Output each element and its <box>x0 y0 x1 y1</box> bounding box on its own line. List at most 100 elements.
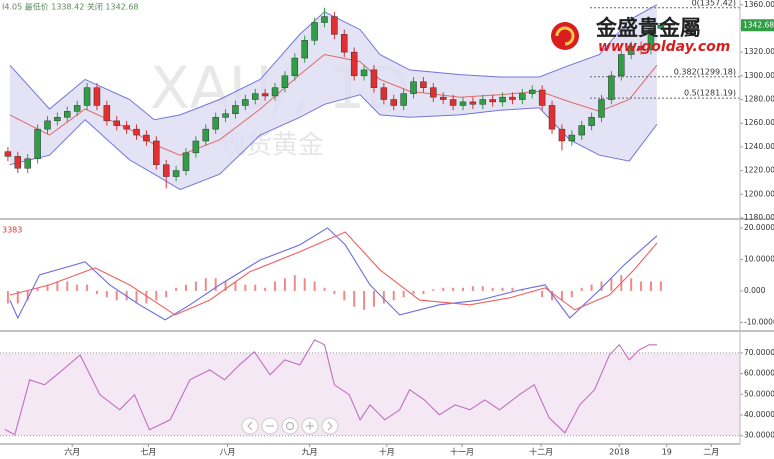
candle-body <box>311 22 318 41</box>
candle-body <box>83 87 91 106</box>
candle-body <box>202 128 210 142</box>
candle-body <box>459 101 467 106</box>
logo-swirl <box>555 26 575 46</box>
candle-body <box>103 105 111 122</box>
macd-bar <box>224 281 227 291</box>
candle-body <box>251 93 259 100</box>
logo: 金盛貴金屬 www.golday.com <box>551 16 730 55</box>
macd-bar <box>372 290 375 307</box>
macd-bar <box>461 287 464 291</box>
macd-bar <box>560 290 563 301</box>
macd-bar <box>36 287 39 291</box>
x-tick-label: 七月 <box>140 448 156 457</box>
x-tick-label: 十二月 <box>529 447 553 457</box>
nav-prev[interactable] <box>241 417 259 435</box>
x-tick-label: 2018 <box>609 448 629 457</box>
y-tick-label: 1300.00 <box>744 71 774 80</box>
candle-body <box>598 99 605 118</box>
macd-bar <box>105 290 108 298</box>
candle-body <box>430 87 437 98</box>
candle-body <box>627 45 635 55</box>
candle-body <box>44 120 51 130</box>
macd-label: 3383 <box>2 226 22 235</box>
y-tick-label: 1360.00 <box>744 0 774 9</box>
candle-body <box>519 93 526 100</box>
candle-body <box>499 96 506 103</box>
macd-bar <box>274 281 277 291</box>
candle-body <box>212 117 219 130</box>
nav-zoom-in[interactable] <box>301 417 319 435</box>
macd-bar <box>333 290 336 295</box>
macd-bar <box>452 287 455 291</box>
y-tick-label: 1280.00 <box>744 95 774 104</box>
macd-bar <box>66 281 69 291</box>
candle-body <box>24 158 31 169</box>
macd-bar <box>175 287 178 291</box>
macd-bar <box>26 290 29 301</box>
macd-bar <box>471 286 474 291</box>
last-price: 1342.68 <box>743 20 774 29</box>
macd-bar <box>56 281 59 291</box>
macd-bar <box>46 284 49 291</box>
band-upper <box>9 4 658 121</box>
x-tick-label: 九月 <box>302 448 318 457</box>
candle-body <box>568 134 576 142</box>
candle-body <box>54 117 61 122</box>
macd-bar <box>86 284 89 291</box>
candle-body <box>489 99 496 103</box>
macd-bar <box>481 286 484 291</box>
candle-body <box>608 75 615 100</box>
candle-body <box>657 25 665 29</box>
macd-bar <box>600 281 603 291</box>
nav-buttons <box>241 417 339 435</box>
macd-bar <box>204 278 207 291</box>
macd-bar <box>194 281 197 291</box>
candle-body <box>370 69 378 88</box>
header: I4.05 最低价 1338.42 关闭 1342.68 <box>2 2 139 12</box>
macd-line <box>9 231 658 316</box>
candle-body <box>390 99 397 106</box>
y-tick-label: 1180.00 <box>744 213 774 222</box>
macd-bar <box>442 287 445 291</box>
band-fill <box>9 4 657 190</box>
macd-bar <box>254 284 257 291</box>
x-tick-label: 十一月 <box>450 447 474 457</box>
nav-zoom-out[interactable] <box>261 417 279 435</box>
macd-bar <box>521 289 524 291</box>
macd-bar <box>610 278 613 291</box>
candle-body <box>133 128 140 136</box>
candle-body <box>538 89 546 106</box>
candle-body <box>93 87 101 106</box>
candle-body <box>588 117 595 126</box>
candle-body <box>301 40 308 59</box>
macd-bar <box>293 275 296 291</box>
macd-bar <box>551 290 554 301</box>
macd-bar <box>244 284 247 291</box>
nav-next[interactable] <box>321 417 339 435</box>
macd-bar <box>313 281 316 291</box>
macd-bar <box>590 284 593 291</box>
y-tick-label: 40.0000 <box>744 410 774 419</box>
nav-reset[interactable] <box>281 417 299 435</box>
candle-body <box>64 111 71 118</box>
x-tick-label: 八月 <box>220 448 236 457</box>
macd-bar <box>659 281 662 291</box>
macd-bar <box>145 290 148 304</box>
candle-body <box>242 99 249 106</box>
candle-body <box>479 99 487 105</box>
rsi-line <box>4 339 657 436</box>
y-tick-label: 50.0000 <box>744 389 774 398</box>
macd-bar <box>184 284 187 291</box>
candle-body <box>400 93 407 106</box>
candle-body <box>341 34 348 53</box>
macd-bar <box>412 290 415 295</box>
candle-body <box>558 128 566 142</box>
candle-body <box>113 120 120 126</box>
candle-body <box>350 51 358 77</box>
candle-body <box>281 75 289 88</box>
y-tick-label: 60.0000 <box>744 369 774 378</box>
macd-bar <box>323 287 326 291</box>
candle-body <box>143 134 150 142</box>
